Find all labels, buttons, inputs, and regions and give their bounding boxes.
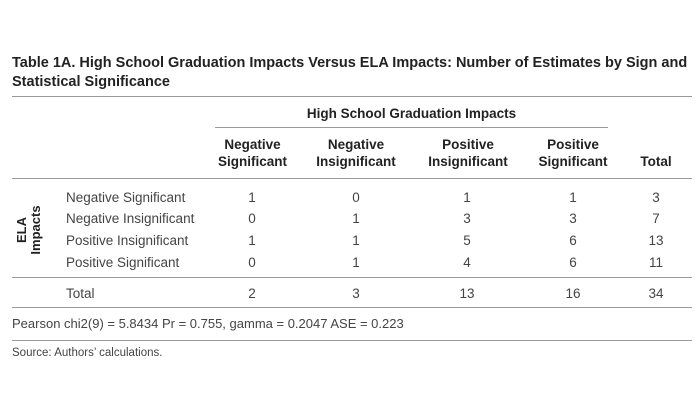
- table-cell: 1: [352, 211, 360, 226]
- column-header-line: Significant: [538, 154, 608, 169]
- column-header-line: Negative: [224, 137, 281, 152]
- table-cell: 13: [648, 233, 664, 248]
- table-cell: 3: [463, 211, 471, 226]
- table-cell: 4: [463, 255, 471, 270]
- table-cell: 3: [569, 211, 577, 226]
- table-cell: 11: [648, 255, 663, 270]
- total-cell: 2: [248, 286, 256, 301]
- table-cell: 1: [352, 255, 360, 270]
- total-cell: 34: [648, 286, 664, 301]
- row-group-line: Impacts: [28, 205, 43, 255]
- row-label: Positive Significant: [66, 255, 180, 270]
- row-label: Negative Significant: [66, 190, 186, 205]
- table-cell: 0: [352, 190, 360, 205]
- column-header: Positive Insignificant: [418, 136, 518, 170]
- column-group-header: High School Graduation Impacts: [306, 106, 517, 121]
- table-cell: 6: [569, 233, 577, 248]
- column-header-line: Total: [640, 154, 672, 169]
- column-header-line: Insignificant: [428, 154, 508, 169]
- column-group-underline: [215, 127, 608, 128]
- source-note: Source: Authors’ calculations.: [12, 347, 163, 359]
- row-label: Negative Insignificant: [66, 211, 195, 226]
- column-header-total: Total: [626, 153, 686, 170]
- table-cell: 1: [352, 233, 360, 248]
- column-header: Negative Significant: [210, 136, 295, 170]
- table-cell: 7: [652, 211, 660, 226]
- row-label: Positive Insignificant: [66, 233, 189, 248]
- table-cell: 1: [463, 190, 471, 205]
- column-header-line: Insignificant: [316, 154, 396, 169]
- column-header: Negative Insignificant: [306, 136, 406, 170]
- table-cell: 0: [248, 211, 256, 226]
- table-cell: 1: [248, 190, 256, 205]
- column-header-line: Significant: [217, 154, 287, 169]
- table-cell: 3: [652, 190, 660, 205]
- total-cell: 13: [459, 286, 475, 301]
- table-cell: 0: [248, 255, 256, 270]
- total-rule: [12, 277, 692, 278]
- bottom-rule: [12, 307, 692, 308]
- total-cell: 16: [565, 286, 581, 301]
- total-row-label: Total: [66, 286, 95, 301]
- table-cell: 1: [569, 190, 577, 205]
- column-header: Positive Significant: [527, 136, 619, 170]
- stats-note: Pearson chi2(9) = 5.8434 Pr = 0.755, gam…: [12, 316, 404, 331]
- table-cell: 6: [569, 255, 577, 270]
- table-cell: 1: [248, 233, 256, 248]
- header-rule: [12, 178, 692, 179]
- column-header-line: Negative: [327, 137, 385, 152]
- column-header-line: Positive: [442, 137, 494, 152]
- top-rule: [12, 96, 692, 97]
- table-cell: 5: [463, 233, 471, 248]
- row-group-label: ELA Impacts: [14, 190, 43, 270]
- row-group-line: ELA: [14, 217, 29, 243]
- column-header-line: Positive: [547, 137, 599, 152]
- table-title: Table 1A. High School Graduation Impacts…: [12, 55, 688, 90]
- total-cell: 3: [352, 286, 360, 301]
- source-rule: [12, 340, 692, 341]
